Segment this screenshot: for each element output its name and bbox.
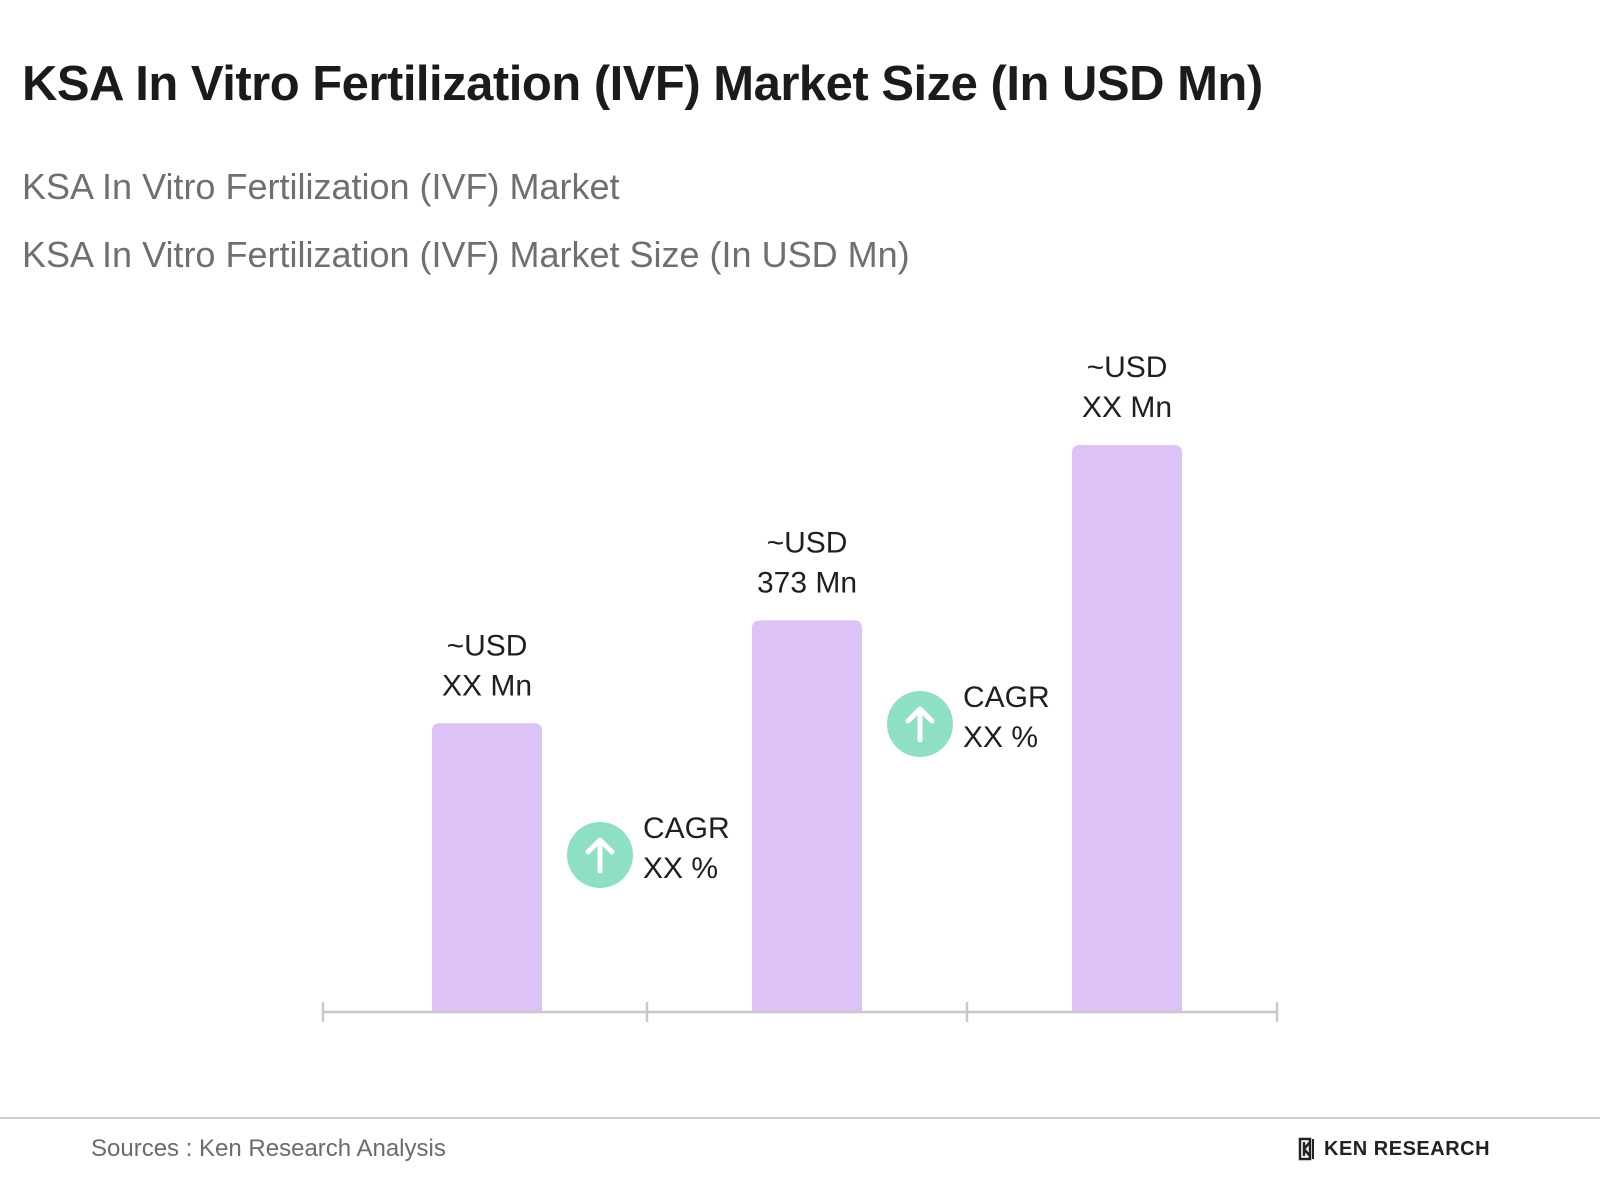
chart-subtitle: KSA In Vitro Fertilization (IVF) Market [22,166,620,207]
cagr-label: XX % [963,721,1038,754]
ken-research-logo-icon [1298,1137,1314,1161]
footer-divider [0,1117,1600,1119]
bar-value-label: ~USD [447,629,528,662]
brand-name: KEN RESEARCH [1324,1137,1491,1160]
chart-title: KSA In Vitro Fertilization (IVF) Market … [22,57,1263,111]
cagr-label: XX % [643,852,718,885]
bar-value-label: 373 Mn [757,566,857,599]
cagr-label: CAGR [963,681,1050,714]
brand-logo: KEN RESEARCH [1298,1137,1490,1161]
bar-value-label: XX Mn [1082,391,1172,424]
source-note: Sources : Ken Research Analysis [91,1135,446,1162]
cagr-label: CAGR [643,812,730,845]
bar [432,723,542,1012]
bar-value-label: ~USD [1087,351,1168,384]
bar [752,620,862,1012]
arrow-up-icon [905,706,935,743]
chart-subtitle-secondary: KSA In Vitro Fertilization (IVF) Market … [22,234,910,275]
bar-value-label: XX Mn [442,669,532,702]
bar-value-label: ~USD [767,526,848,559]
arrow-up-icon [585,837,615,874]
bar [1072,445,1182,1012]
